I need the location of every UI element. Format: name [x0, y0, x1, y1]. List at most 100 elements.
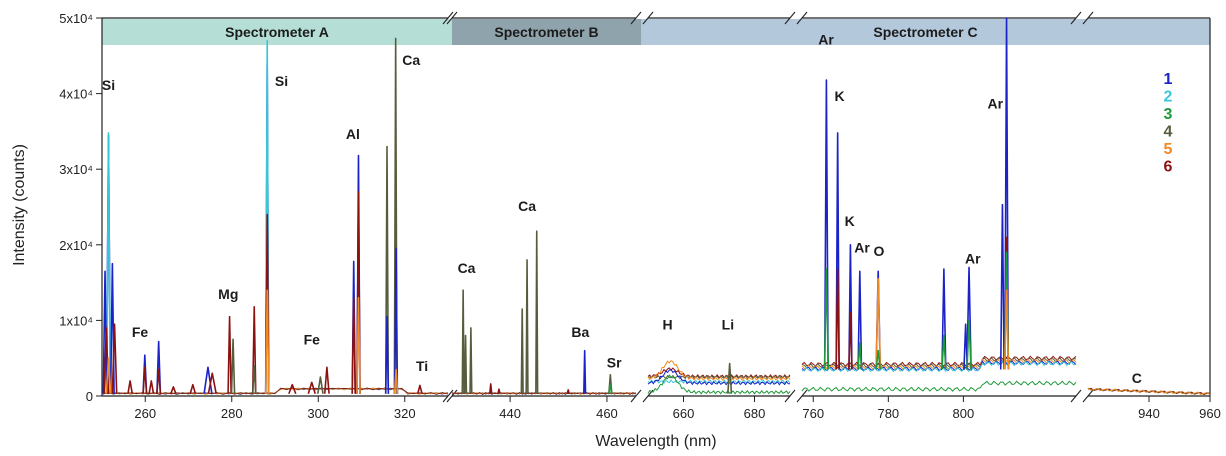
continuum-trace — [801, 360, 1077, 373]
spectral-peak — [227, 315, 232, 394]
spectrometer-band — [641, 19, 1210, 45]
continuum-trace — [801, 357, 1077, 369]
spectral-peak — [156, 368, 162, 394]
axis-break-mark — [796, 11, 808, 25]
y-tick-label: 0 — [86, 389, 93, 404]
axis-break-mark — [1070, 389, 1082, 403]
x-tick-label: 760 — [802, 406, 824, 421]
spectral-peak — [608, 383, 613, 394]
spectral-peak — [317, 376, 324, 394]
peak-label: Fe — [132, 324, 149, 340]
spectral-peak — [230, 338, 236, 394]
axis-break-mark — [630, 11, 642, 25]
spectral-peak — [323, 366, 330, 394]
axis-break-mark — [784, 389, 796, 403]
x-tick-label: 460 — [596, 406, 618, 421]
spectral-peak — [488, 383, 493, 394]
axis-break-mark — [1070, 11, 1082, 25]
x-tick-label: 320 — [394, 406, 416, 421]
peak-label: Ca — [402, 52, 420, 68]
peak-label: Si — [102, 77, 115, 93]
x-tick-label: 940 — [1138, 406, 1160, 421]
tail-trace — [1087, 387, 1211, 396]
axis-break-mark — [442, 11, 454, 25]
spectral-peak — [356, 296, 361, 394]
continuum-trace — [647, 359, 791, 381]
spectral-peak — [963, 323, 969, 370]
continuum-trace — [801, 380, 1077, 392]
x-tick-label: 680 — [744, 406, 766, 421]
spectral-peak — [105, 132, 112, 394]
continuum-trace — [801, 358, 1077, 370]
spectral-peak — [835, 268, 840, 370]
legend-entry: 6 — [1164, 159, 1173, 176]
spectral-peak — [525, 259, 529, 394]
axis-break-mark — [442, 389, 454, 403]
y-tick-label: 5x10⁴ — [59, 11, 93, 26]
x-tick-label: 800 — [953, 406, 975, 421]
spectrometer-bands: Spectrometer A Spectrometer B Spectrometer… — [102, 19, 1210, 45]
axis-break-mark — [446, 389, 458, 403]
spectral-peak — [583, 349, 587, 394]
spectral-peak — [535, 230, 539, 394]
peak-label: H — [662, 316, 672, 332]
spectral-peak — [170, 386, 177, 395]
spectral-peak — [1003, 289, 1010, 370]
x-tick-label: 960 — [1199, 406, 1221, 421]
spectral-peak — [393, 368, 399, 394]
y-axis-title: Intensity (counts) — [11, 144, 28, 266]
spectral-peak — [251, 364, 257, 394]
spectral-peak — [127, 380, 134, 394]
axis-break-mark — [796, 389, 808, 403]
spectral-peak — [463, 334, 468, 394]
spectral-peak — [148, 380, 155, 394]
x-axis-title: Wavelength (nm) — [595, 433, 716, 450]
spectral-peak — [727, 362, 733, 394]
legend-entry: 4 — [1164, 124, 1173, 141]
spectral-peak — [857, 342, 863, 370]
continuum-trace — [647, 374, 791, 395]
axis-break-mark — [446, 11, 458, 25]
spectral-peak — [251, 305, 257, 394]
peak-label: Fe — [304, 332, 321, 348]
legend-entry: 1 — [1164, 71, 1173, 88]
x-tick-label: 780 — [877, 406, 899, 421]
spectral-peak — [307, 381, 316, 394]
x-tick-label: 300 — [307, 406, 329, 421]
spectral-peak — [384, 145, 390, 394]
spectral-peak — [351, 296, 357, 394]
spectral-peaks — [102, 17, 1010, 395]
continuum-trace — [647, 368, 791, 386]
spectral-peak — [384, 315, 390, 394]
spectral-peak — [566, 389, 570, 394]
axis-break-mark — [784, 11, 796, 25]
peak-label: Ar — [965, 251, 981, 267]
spectral-peak — [288, 383, 297, 395]
spectral-peak — [875, 349, 882, 370]
spectral-peak — [497, 388, 501, 394]
legend-entry: 5 — [1164, 141, 1173, 158]
spectral-peak — [207, 372, 217, 394]
peak-label: Li — [722, 316, 734, 332]
peak-label: Mg — [218, 286, 238, 302]
peak-label: Ca — [458, 260, 476, 276]
peak-label: C — [1132, 370, 1142, 386]
peak-label: Ti — [416, 358, 428, 374]
spectral-peak — [416, 384, 423, 394]
x-tick-label: 280 — [221, 406, 243, 421]
spectral-peak — [189, 383, 197, 394]
spectral-peak — [848, 312, 853, 370]
peak-label: Ca — [518, 198, 536, 214]
baseline-trace — [101, 387, 449, 395]
spectral-peak — [966, 319, 972, 370]
spectral-peak — [857, 270, 863, 370]
y-tick-label: 1x10⁴ — [59, 313, 93, 328]
spectral-peak — [823, 79, 829, 370]
peak-label: Ar — [818, 31, 834, 47]
spectral-peak — [1004, 17, 1010, 370]
spectral-peak — [394, 247, 399, 394]
